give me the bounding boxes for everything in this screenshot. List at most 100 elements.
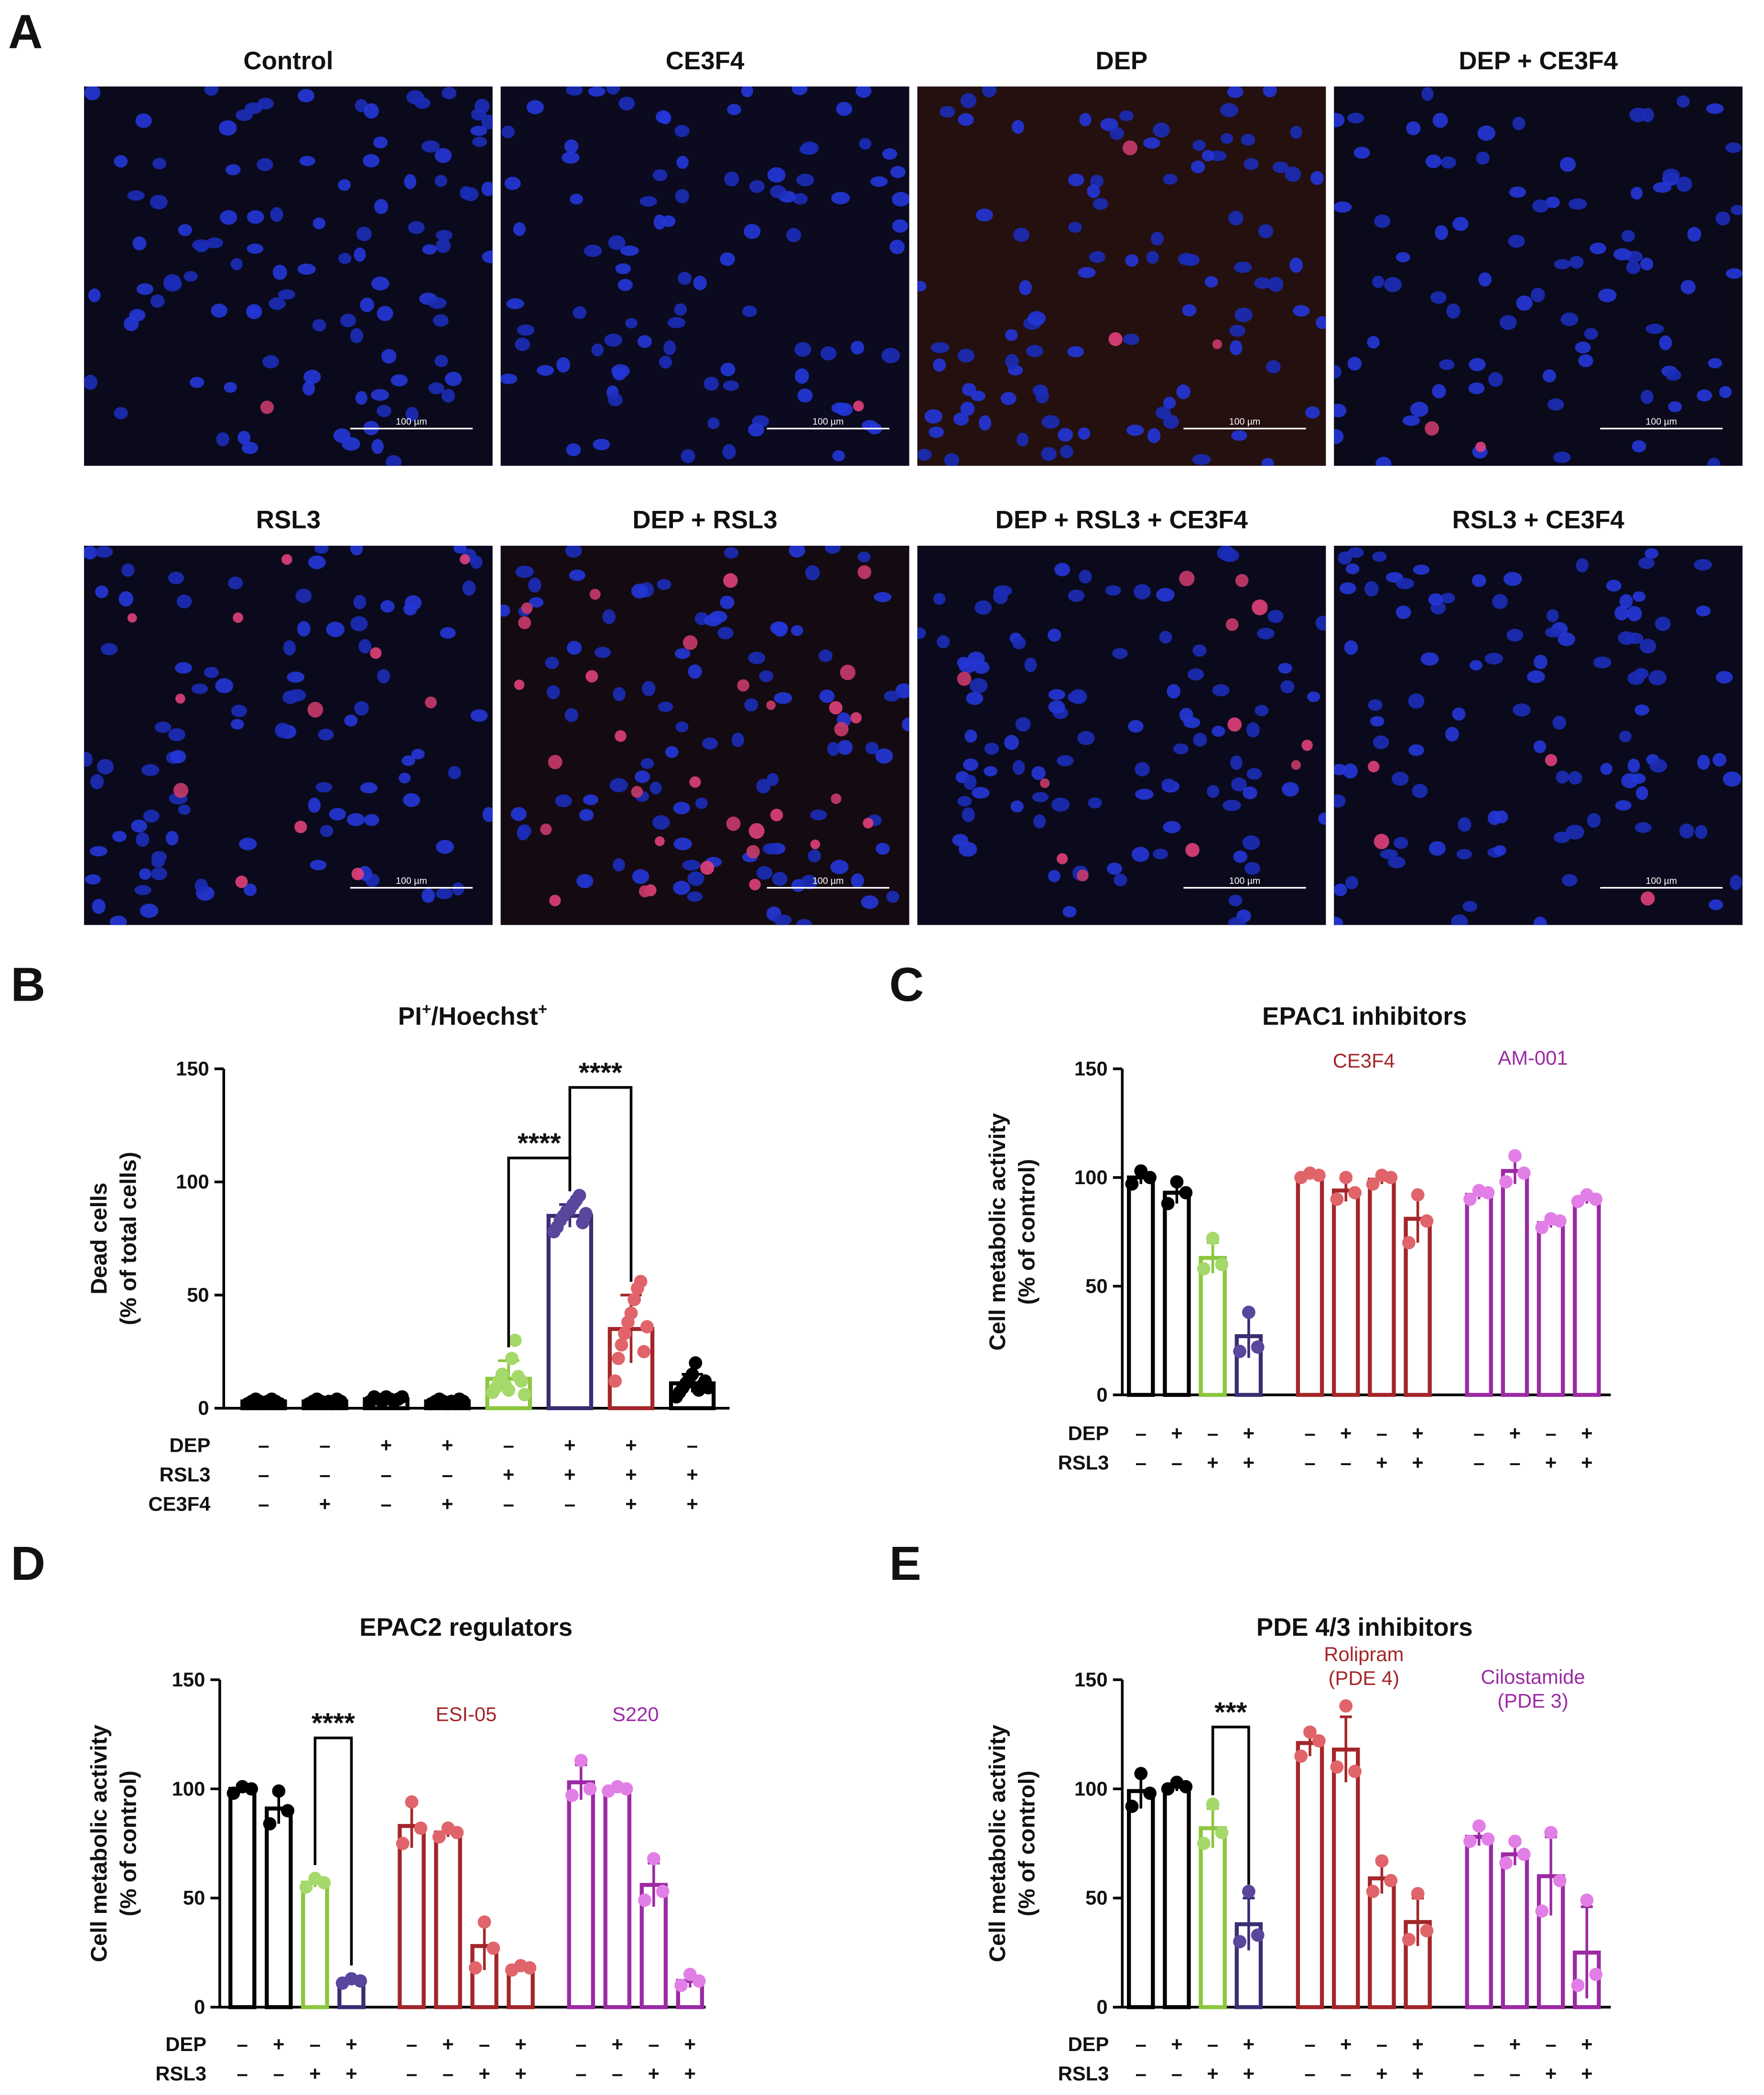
dead-cell [549,895,561,907]
nucleus [1048,628,1061,642]
nucleus [1230,755,1243,770]
nucleus [1181,254,1200,266]
nucleus [1244,862,1260,875]
nucleus [652,169,668,182]
nucleus [861,895,879,909]
nucleus [129,309,146,322]
title-part: /Hoechst [431,1003,538,1031]
nucleus [515,565,534,578]
nucleus [174,662,192,674]
data-point [1242,1306,1255,1319]
data-point [1233,1935,1246,1949]
dead-cell [175,693,185,704]
nucleus [937,635,950,648]
data-point [273,1397,287,1411]
nucleus [241,442,259,454]
condition-sign: + [625,1492,637,1515]
nucleus [1012,760,1025,775]
nucleus [967,651,985,665]
micrograph: 100 µm [1334,545,1743,925]
nucleus [1645,324,1664,334]
micrograph: 100 µm [500,545,909,925]
nucleus [674,648,691,659]
data-point [1134,1767,1148,1781]
nucleus [1649,758,1667,773]
nucleus [537,365,554,376]
condition-sign: + [1412,2033,1423,2055]
nucleus [1078,427,1091,440]
chart-title: EPAC2 regulators [359,1613,573,1641]
nucleus [1163,414,1179,429]
nucleus [1077,731,1095,745]
nucleus [1440,593,1455,604]
condition-sign: – [443,2062,454,2084]
nucleus [1590,242,1606,254]
nucleus [741,86,753,97]
nucleus [528,577,541,593]
condition-label: RSL3 [160,1463,211,1486]
nucleus [363,154,380,168]
nucleus [1429,841,1446,856]
data-point [1125,1800,1139,1813]
image-background [917,86,1326,466]
nucleus [576,874,594,888]
nucleus [95,585,108,598]
data-point [505,1351,519,1365]
data-point [281,1804,294,1817]
scale-bar-label: 100 µm [1646,416,1677,427]
condition-label: RSL3 [155,2062,206,2084]
image-title: RSL3 + CE3F4 [1452,506,1625,534]
dead-cell [957,671,972,686]
nucleus [422,244,437,255]
dead-cell [307,702,324,718]
nucleus [1680,280,1696,294]
nucleus [401,755,415,766]
data-point [1517,1847,1531,1861]
nucleus [591,343,604,356]
nucleus [564,708,578,723]
nucleus [513,222,526,236]
nucleus [1212,684,1230,697]
nucleus [1272,161,1289,173]
condition-sign: – [1341,2062,1352,2084]
nucleus [1190,160,1205,173]
nucleus [1221,549,1239,562]
nucleus [1396,578,1415,589]
nucleus [791,86,808,96]
nucleus [1204,276,1218,288]
nucleus [1114,874,1127,886]
y-axis-label: Cell metabolic activity [87,1724,112,1962]
nucleus [1373,735,1389,749]
title-superscript: + [422,1000,432,1018]
nucleus [481,181,493,196]
nucleus [865,742,879,755]
nucleus [859,138,872,150]
nucleus [1484,652,1504,665]
nucleus [749,180,765,193]
nucleus [663,340,676,356]
nucleus [744,224,761,239]
nucleus [570,194,583,205]
nucleus [176,594,192,609]
data-point [334,1394,348,1408]
nucleus [350,328,363,344]
nucleus [370,389,390,401]
nucleus [924,409,942,424]
nucleus [1234,261,1252,273]
micrograph: 100 µm [917,545,1326,925]
nucleus [1015,717,1031,732]
nucleus [350,545,363,556]
nucleus [774,692,792,704]
condition-sign: + [684,2062,696,2084]
nucleus [1010,800,1024,812]
nucleus [1242,835,1260,850]
data-point [1553,1214,1567,1228]
nucleus [687,871,704,886]
nucleus [676,155,689,169]
nucleus [1421,87,1434,101]
nucleus [1634,822,1652,833]
nucleus [278,289,295,300]
nucleus [674,303,687,316]
nucleus [1575,341,1591,354]
nucleus [1161,778,1176,790]
